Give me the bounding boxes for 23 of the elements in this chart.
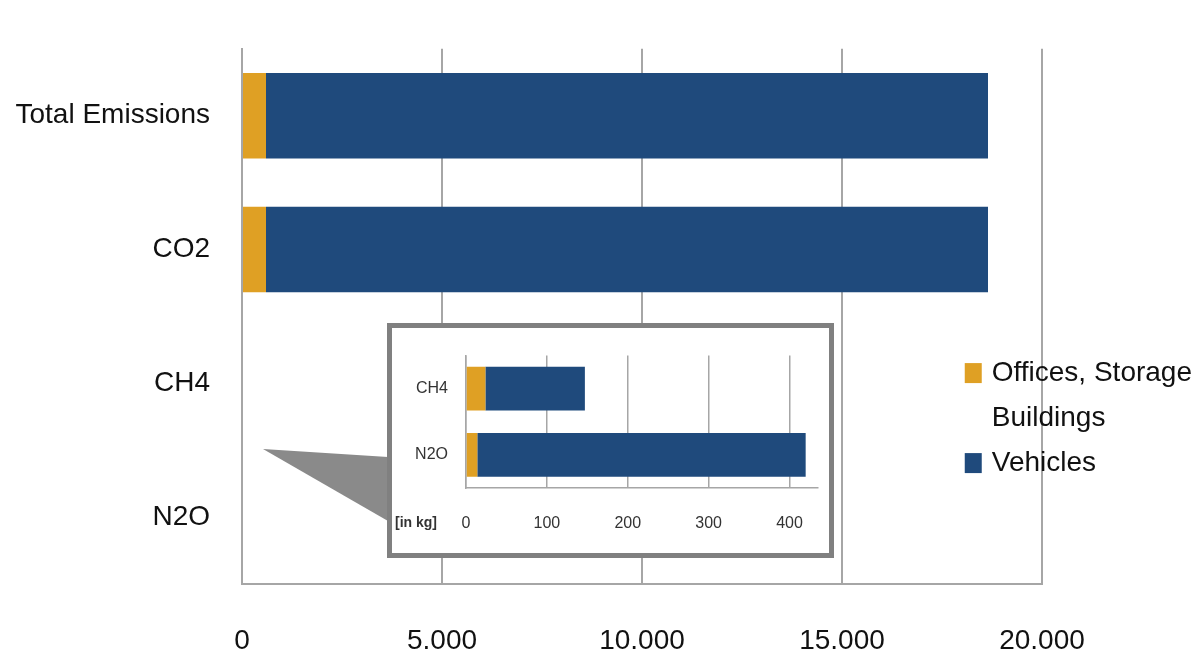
x-tick-label: 100 <box>533 514 561 532</box>
x-tick-label: 200 <box>614 514 642 532</box>
y-tick-label: CH4 <box>153 366 210 398</box>
x-axis-title: [in kg] <box>395 513 437 530</box>
y-tick-label: CO2 <box>152 232 210 264</box>
x-tick-label: 15.000 <box>799 623 885 655</box>
bar <box>485 366 585 411</box>
x-tick-label: 400 <box>776 514 803 532</box>
bar <box>466 433 478 477</box>
legend-label: Vehicles <box>991 445 1097 477</box>
x-tick-label: 0 <box>234 623 250 655</box>
y-tick-label: Total Emissions <box>15 98 210 130</box>
bar <box>466 366 486 411</box>
legend-label: Offices, Storage Buildings <box>991 355 1193 432</box>
y-tick-label: N2O <box>152 499 210 531</box>
x-tick-label: 5.000 <box>406 623 478 655</box>
y-tick-label: N2O <box>415 445 448 463</box>
x-tick-label: 0 <box>461 514 471 532</box>
bar <box>477 433 806 477</box>
x-tick-label: 300 <box>695 514 723 532</box>
y-tick-label: CH4 <box>415 379 449 397</box>
x-tick-label: 20.000 <box>999 623 1085 655</box>
x-tick-label: 10.000 <box>599 623 685 655</box>
